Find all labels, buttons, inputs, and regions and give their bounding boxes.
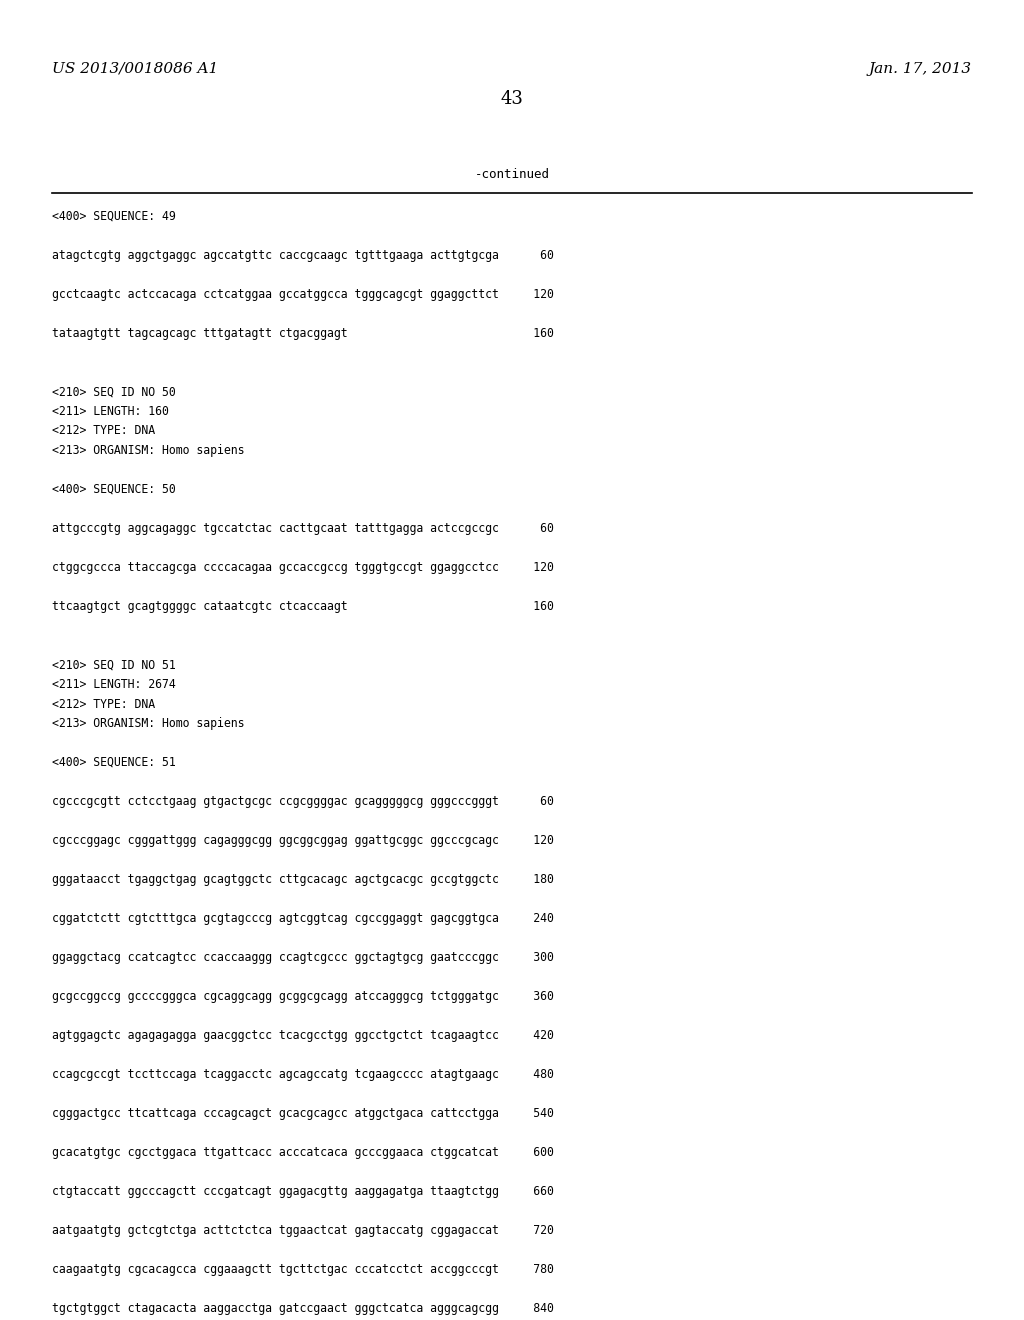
Text: <213> ORGANISM: Homo sapiens: <213> ORGANISM: Homo sapiens <box>52 717 245 730</box>
Text: gggataacct tgaggctgag gcagtggctc cttgcacagc agctgcacgc gccgtggctc     180: gggataacct tgaggctgag gcagtggctc cttgcac… <box>52 873 554 886</box>
Text: <400> SEQUENCE: 50: <400> SEQUENCE: 50 <box>52 483 176 496</box>
Text: ggaggctacg ccatcagtcc ccaccaaggg ccagtcgccc ggctagtgcg gaatcccggc     300: ggaggctacg ccatcagtcc ccaccaaggg ccagtcg… <box>52 950 554 964</box>
Text: ctggcgccca ttaccagcga ccccacagaa gccaccgccg tgggtgccgt ggaggcctcc     120: ctggcgccca ttaccagcga ccccacagaa gccaccg… <box>52 561 554 574</box>
Text: tataagtgtt tagcagcagc tttgatagtt ctgacggagt                           160: tataagtgtt tagcagcagc tttgatagtt ctgacgg… <box>52 327 554 341</box>
Text: <213> ORGANISM: Homo sapiens: <213> ORGANISM: Homo sapiens <box>52 444 245 457</box>
Text: gcacatgtgc cgcctggaca ttgattcacc acccatcaca gcccggaaca ctggcatcat     600: gcacatgtgc cgcctggaca ttgattcacc acccatc… <box>52 1146 554 1159</box>
Text: gcctcaagtc actccacaga cctcatggaa gccatggcca tgggcagcgt ggaggcttct     120: gcctcaagtc actccacaga cctcatggaa gccatgg… <box>52 288 554 301</box>
Text: cgcccggagc cgggattggg cagagggcgg ggcggcggag ggattgcggc ggcccgcagc     120: cgcccggagc cgggattggg cagagggcgg ggcggcg… <box>52 834 554 847</box>
Text: US 2013/0018086 A1: US 2013/0018086 A1 <box>52 62 218 77</box>
Text: agtggagctc agagagagga gaacggctcc tcacgcctgg ggcctgctct tcagaagtcc     420: agtggagctc agagagagga gaacggctcc tcacgcc… <box>52 1030 554 1041</box>
Text: cgcccgcgtt cctcctgaag gtgactgcgc ccgcggggac gcagggggcg gggcccgggt      60: cgcccgcgtt cctcctgaag gtgactgcgc ccgcggg… <box>52 795 554 808</box>
Text: <211> LENGTH: 160: <211> LENGTH: 160 <box>52 405 169 418</box>
Text: <212> TYPE: DNA: <212> TYPE: DNA <box>52 697 155 710</box>
Text: 43: 43 <box>501 90 523 108</box>
Text: Jan. 17, 2013: Jan. 17, 2013 <box>869 62 972 77</box>
Text: <211> LENGTH: 2674: <211> LENGTH: 2674 <box>52 678 176 690</box>
Text: <212> TYPE: DNA: <212> TYPE: DNA <box>52 425 155 437</box>
Text: <210> SEQ ID NO 50: <210> SEQ ID NO 50 <box>52 385 176 399</box>
Text: cgggactgcc ttcattcaga cccagcagct gcacgcagcc atggctgaca cattcctgga     540: cgggactgcc ttcattcaga cccagcagct gcacgca… <box>52 1107 554 1119</box>
Text: cggatctctt cgtctttgca gcgtagcccg agtcggtcag cgccggaggt gagcggtgca     240: cggatctctt cgtctttgca gcgtagcccg agtcggt… <box>52 912 554 925</box>
Text: aatgaatgtg gctcgtctga acttctctca tggaactcat gagtaccatg cggagaccat     720: aatgaatgtg gctcgtctga acttctctca tggaact… <box>52 1224 554 1237</box>
Text: ctgtaccatt ggcccagctt cccgatcagt ggagacgttg aaggagatga ttaagtctgg     660: ctgtaccatt ggcccagctt cccgatcagt ggagacg… <box>52 1185 554 1199</box>
Text: ccagcgccgt tccttccaga tcaggacctc agcagccatg tcgaagcccc atagtgaagc     480: ccagcgccgt tccttccaga tcaggacctc agcagcc… <box>52 1068 554 1081</box>
Text: <400> SEQUENCE: 51: <400> SEQUENCE: 51 <box>52 756 176 770</box>
Text: caagaatgtg cgcacagcca cggaaagctt tgcttctgac cccatcctct accggcccgt     780: caagaatgtg cgcacagcca cggaaagctt tgcttct… <box>52 1263 554 1276</box>
Text: gcgccggccg gccccgggca cgcaggcagg gcggcgcagg atccagggcg tctgggatgc     360: gcgccggccg gccccgggca cgcaggcagg gcggcgc… <box>52 990 554 1003</box>
Text: <400> SEQUENCE: 49: <400> SEQUENCE: 49 <box>52 210 176 223</box>
Text: atagctcgtg aggctgaggc agccatgttc caccgcaagc tgtttgaaga acttgtgcga      60: atagctcgtg aggctgaggc agccatgttc caccgca… <box>52 249 554 261</box>
Text: <210> SEQ ID NO 51: <210> SEQ ID NO 51 <box>52 659 176 672</box>
Text: tgctgtggct ctagacacta aaggacctga gatccgaact gggctcatca agggcagcgg     840: tgctgtggct ctagacacta aaggacctga gatccga… <box>52 1302 554 1315</box>
Text: attgcccgtg aggcagaggc tgccatctac cacttgcaat tatttgagga actccgccgc      60: attgcccgtg aggcagaggc tgccatctac cacttgc… <box>52 521 554 535</box>
Text: ttcaagtgct gcagtggggc cataatcgtc ctcaccaagt                           160: ttcaagtgct gcagtggggc cataatcgtc ctcacca… <box>52 601 554 612</box>
Text: -continued: -continued <box>474 168 550 181</box>
